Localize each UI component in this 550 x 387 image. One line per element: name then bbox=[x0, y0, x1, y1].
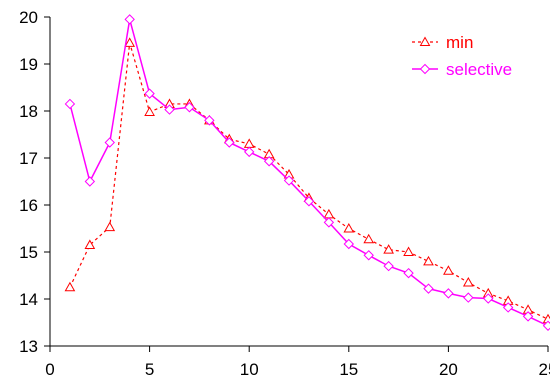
data-point-min bbox=[104, 221, 116, 232]
y-tick-label: 16 bbox=[19, 196, 38, 215]
legend-entry-min: min bbox=[412, 33, 473, 52]
data-point-selective bbox=[64, 98, 76, 110]
plot-area: 13 14 15 16 17 18 19 20 0 5 10 15 20 25 bbox=[19, 8, 550, 379]
data-point-selective bbox=[204, 115, 215, 126]
data-point-selective bbox=[263, 156, 275, 167]
data-point-min bbox=[144, 106, 155, 116]
data-point-selective bbox=[522, 311, 534, 322]
legend: min selective bbox=[412, 33, 512, 79]
data-point-min bbox=[84, 239, 96, 249]
data-point-selective bbox=[323, 217, 335, 228]
data-point-selective bbox=[443, 288, 454, 299]
y-tick-label: 19 bbox=[19, 55, 38, 74]
data-point-selective bbox=[243, 146, 255, 158]
data-point-min bbox=[363, 233, 375, 244]
x-axis-ticks: 0 5 10 15 20 25 bbox=[45, 346, 550, 379]
x-tick-label: 10 bbox=[240, 360, 259, 379]
legend-label-min: min bbox=[446, 33, 473, 52]
legend-label-selective: selective bbox=[446, 60, 512, 79]
data-point-min bbox=[403, 246, 414, 256]
data-point-selective bbox=[184, 102, 195, 113]
legend-marker-diamond-icon bbox=[419, 63, 431, 75]
data-point-min bbox=[343, 222, 355, 233]
y-tick-label: 15 bbox=[19, 243, 38, 262]
data-point-selective bbox=[164, 104, 175, 115]
x-tick-label: 0 bbox=[45, 360, 54, 379]
x-tick-label: 5 bbox=[145, 360, 154, 379]
series-selective bbox=[64, 14, 550, 331]
series-min bbox=[64, 37, 550, 324]
data-point-selective bbox=[303, 196, 315, 207]
x-tick-label: 20 bbox=[439, 360, 458, 379]
data-point-min bbox=[383, 244, 394, 254]
data-point-selective bbox=[383, 260, 394, 272]
x-tick-label: 15 bbox=[339, 360, 358, 379]
data-point-min bbox=[64, 281, 76, 292]
data-point-min bbox=[243, 138, 255, 148]
data-point-selective bbox=[542, 320, 550, 331]
data-point-selective bbox=[124, 14, 135, 25]
data-point-selective bbox=[502, 302, 514, 313]
data-point-selective bbox=[283, 175, 295, 186]
data-point-selective bbox=[84, 176, 96, 187]
data-point-min bbox=[443, 265, 454, 275]
y-tick-label: 14 bbox=[19, 290, 38, 309]
y-tick-label: 13 bbox=[19, 337, 38, 356]
data-point-min bbox=[542, 313, 550, 324]
data-point-selective bbox=[363, 250, 374, 261]
data-point-selective bbox=[483, 293, 494, 304]
y-axis-ticks: 13 14 15 16 17 18 19 20 bbox=[19, 8, 50, 356]
y-tick-label: 18 bbox=[19, 102, 38, 121]
series-layer bbox=[64, 14, 550, 331]
data-point-selective bbox=[224, 137, 235, 148]
data-point-min bbox=[462, 277, 474, 287]
data-point-min bbox=[124, 37, 136, 47]
data-point-selective bbox=[343, 238, 355, 250]
data-point-selective bbox=[104, 137, 115, 148]
data-point-min bbox=[423, 255, 434, 266]
data-point-selective bbox=[403, 267, 414, 279]
series-line-min bbox=[69, 42, 549, 320]
data-point-selective bbox=[144, 88, 155, 99]
legend-marker-triangle-icon bbox=[419, 36, 431, 46]
y-tick-label: 20 bbox=[19, 8, 38, 27]
data-point-selective bbox=[463, 292, 474, 303]
x-tick-label: 25 bbox=[539, 360, 550, 379]
legend-entry-selective: selective bbox=[412, 60, 512, 79]
y-tick-label: 17 bbox=[19, 149, 38, 168]
data-point-selective bbox=[423, 283, 434, 294]
